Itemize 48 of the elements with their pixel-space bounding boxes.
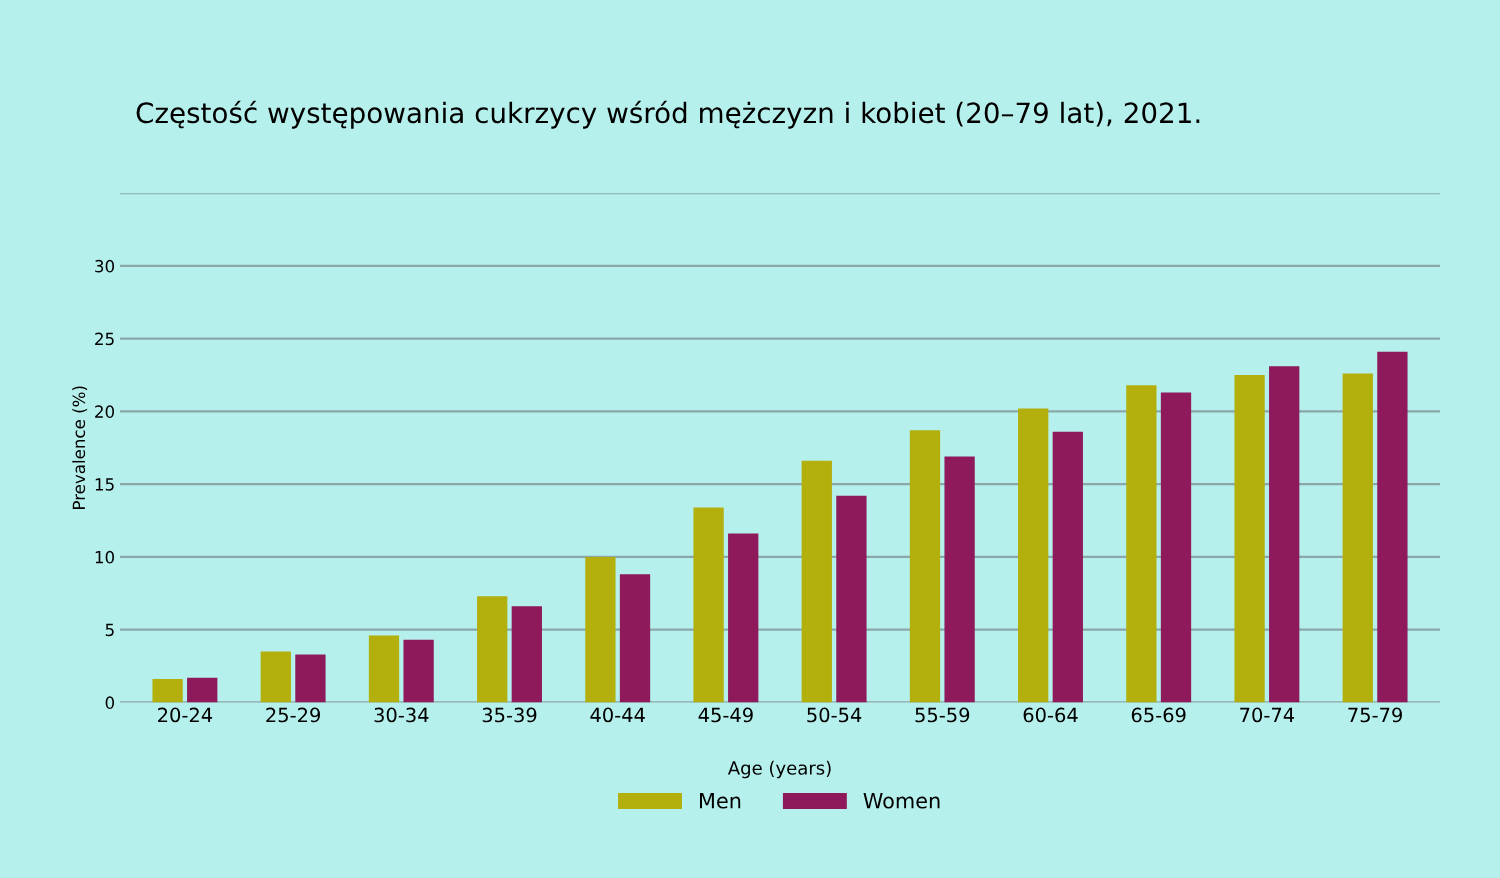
bar (477, 596, 508, 703)
bar (295, 654, 326, 703)
bar (1052, 431, 1083, 703)
bar (187, 677, 218, 703)
bar (1269, 366, 1300, 703)
x-tick-label: 60-64 (1023, 707, 1078, 723)
bar (693, 507, 724, 703)
chart-title: Częstość występowania cukrzycy wśród mężczyzn i kobiet (20–79 lat), 2021. (136, 100, 1200, 129)
x-axis-title: Age (years) (727, 760, 831, 779)
y-tick-label: 5 (105, 623, 114, 637)
bar (909, 430, 941, 703)
bar (1342, 373, 1373, 703)
bar (511, 606, 542, 703)
x-tick-label: 25-29 (266, 707, 320, 723)
bar (801, 460, 832, 703)
bar (836, 495, 867, 703)
x-tick-label: 75-79 (1348, 707, 1402, 723)
y-tick-label: 20 (95, 405, 115, 418)
x-tick-label: 35-39 (482, 707, 537, 723)
bar (1018, 408, 1049, 703)
x-tick-label: 65-69 (1131, 707, 1186, 723)
y-tick-label: 15 (95, 478, 114, 491)
bar (1160, 392, 1192, 703)
y-tick-label: 0 (105, 696, 115, 709)
bar (1234, 375, 1265, 703)
x-tick-label: 20-24 (158, 707, 213, 723)
x-tick-label: 70-74 (1240, 707, 1295, 723)
y-tick-label: 25 (95, 332, 114, 346)
x-tick-label: 40-44 (590, 707, 645, 723)
y-tick-label: 30 (95, 259, 115, 273)
bar (1377, 351, 1408, 703)
y-tick-label: 10 (95, 550, 115, 564)
bar (1126, 385, 1157, 703)
y-axis-title: Prevalence (%) (72, 386, 88, 509)
x-tick-label: 50-54 (807, 707, 862, 723)
bar (728, 533, 759, 703)
bar (368, 635, 400, 703)
x-tick-label: 30-34 (374, 707, 429, 723)
bar (944, 456, 975, 703)
legend-label: Women (863, 793, 940, 809)
x-tick-label: 55-59 (915, 707, 970, 723)
bar (619, 574, 651, 703)
bar (403, 639, 434, 703)
x-tick-label: 45-49 (698, 707, 753, 723)
legend-label: Men (699, 793, 741, 809)
bar (152, 679, 183, 703)
bar (260, 651, 291, 703)
bar (585, 556, 616, 703)
